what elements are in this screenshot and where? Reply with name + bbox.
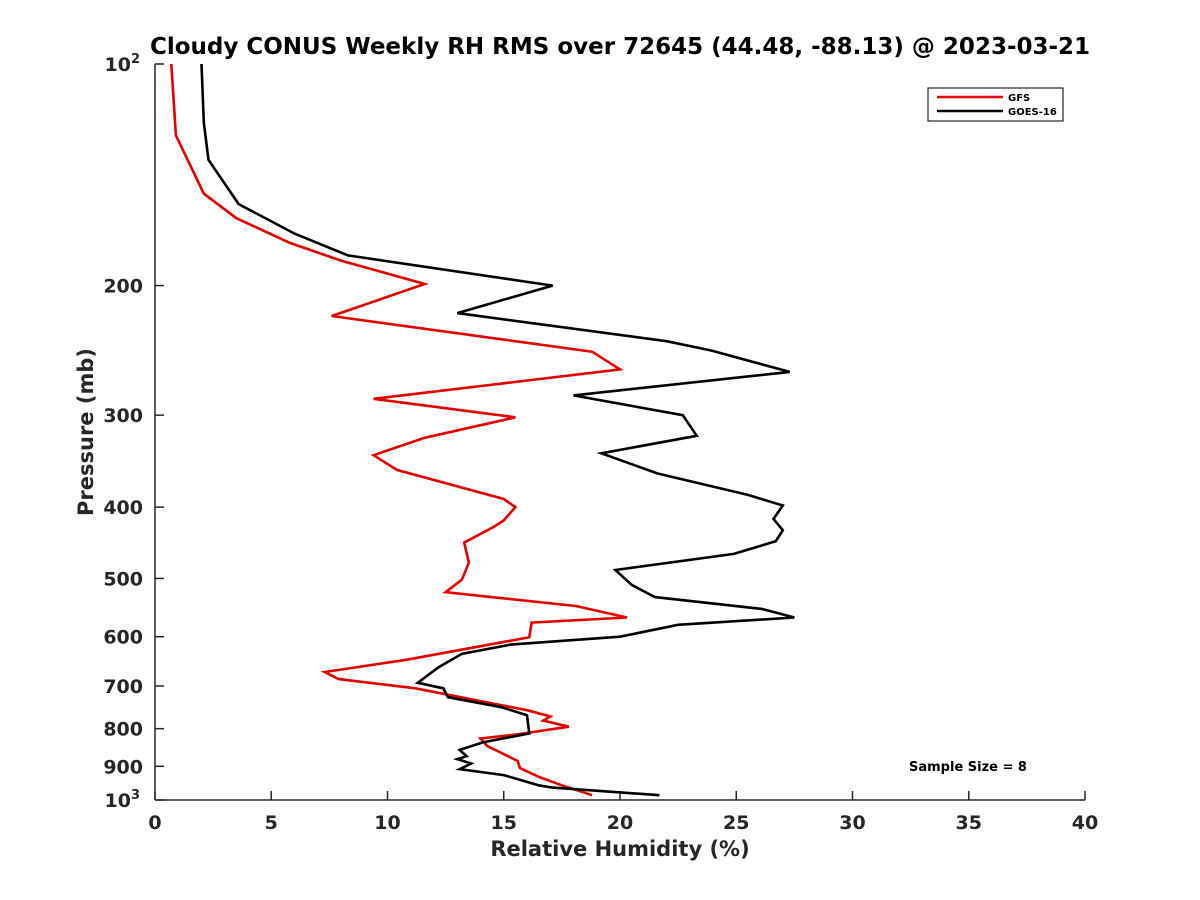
series-line-goes16: [200, 63, 795, 797]
x-ticks: 0 5 10 15 20 25 30 35 40: [148, 791, 1098, 834]
y-tick-label: 500: [103, 568, 143, 590]
chart-title: Cloudy CONUS Weekly RH RMS over 72645 (4…: [150, 34, 1090, 60]
y-tick-label: 300: [103, 405, 143, 427]
x-tick-label: 30: [839, 812, 865, 834]
y-tick-label: 600: [103, 627, 143, 649]
x-axis-label: Relative Humidity (%): [490, 837, 749, 861]
y-tick-label: 10: [105, 54, 131, 76]
x-tick-label: 15: [491, 812, 517, 834]
x-tick-label: 40: [1072, 812, 1098, 834]
y-tick-exponent: 2: [131, 52, 140, 67]
data-lines: [170, 63, 795, 797]
y-tick-exponent: 3: [131, 788, 140, 803]
legend: GFS GOES-16: [927, 87, 1064, 122]
plot-axes: [154, 64, 1085, 801]
y-axis-label: Pressure (mb): [74, 348, 98, 516]
x-tick-label: 0: [148, 812, 161, 834]
x-tick-label: 5: [265, 812, 278, 834]
x-tick-label: 35: [956, 812, 982, 834]
legend-label-goes16: GOES-16: [1008, 107, 1057, 118]
y-tick-label: 200: [103, 276, 143, 298]
x-tick-label: 10: [374, 812, 400, 834]
y-tick-label: 900: [103, 756, 143, 778]
legend-box: [927, 87, 1064, 122]
y-tick-label: 400: [103, 497, 143, 519]
series-line-gfs: [170, 63, 628, 797]
y-tick-label: 700: [103, 676, 143, 698]
legend-label-gfs: GFS: [1008, 93, 1030, 104]
y-tick-label: 800: [103, 719, 143, 741]
sample-size-note: Sample Size = 8: [909, 760, 1027, 775]
y-tick-label: 10: [105, 790, 131, 812]
x-tick-label: 25: [723, 812, 749, 834]
x-tick-label: 20: [607, 812, 633, 834]
